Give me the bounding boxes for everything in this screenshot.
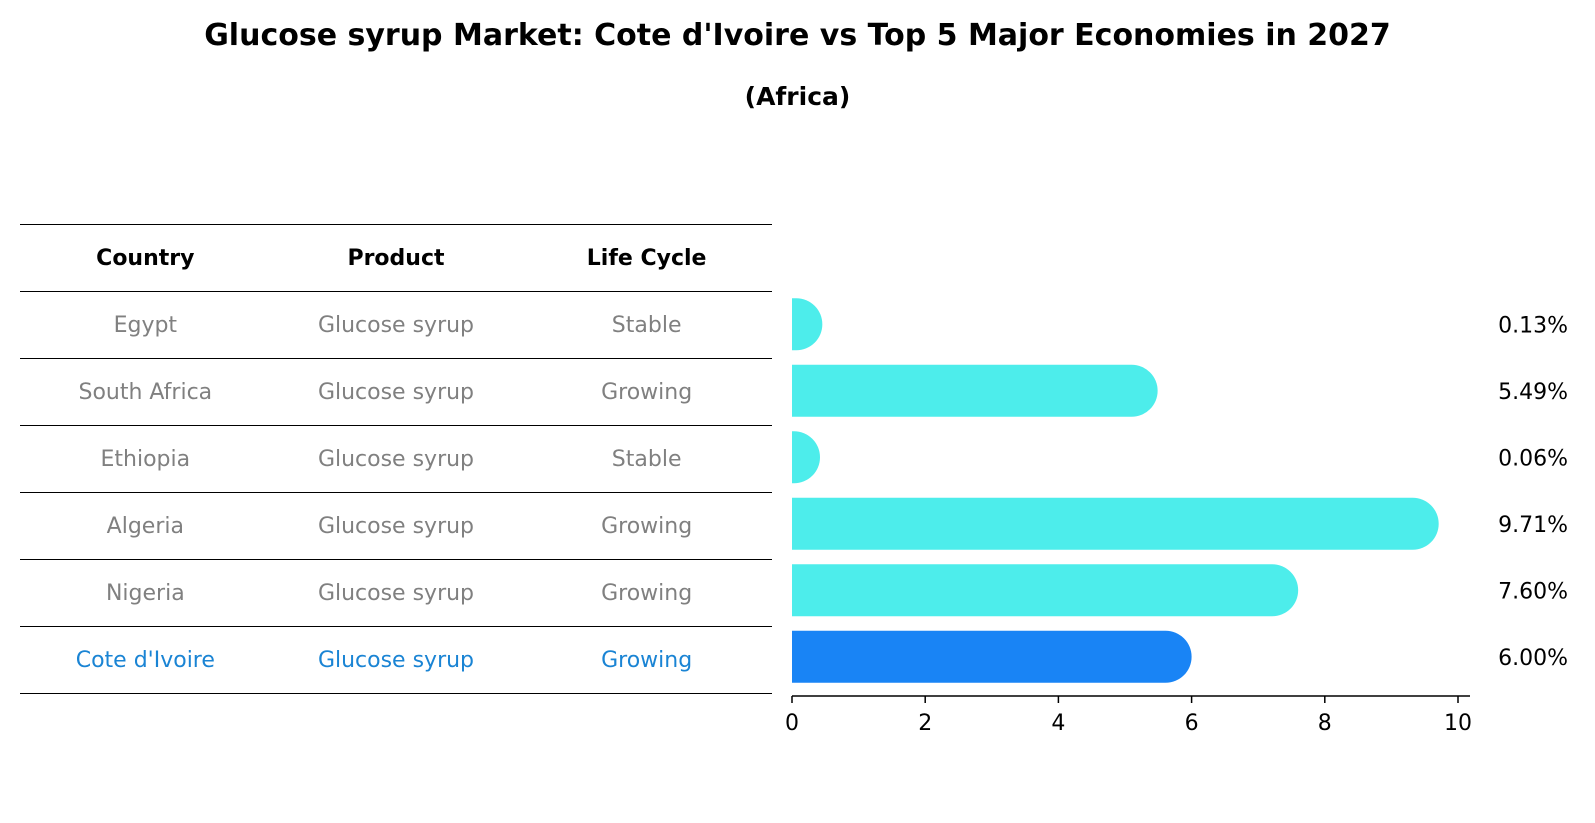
cell-product: Glucose syrup [317, 647, 475, 673]
table-row: Nigeria Glucose syrup Growing [20, 560, 772, 627]
cell-country: Algeria [106, 513, 184, 539]
cell-country: Ethiopia [100, 446, 191, 472]
bar-highlight [792, 630, 1192, 683]
table-row: Ethiopia Glucose syrup Stable [20, 426, 772, 493]
header-product: Product [347, 245, 445, 271]
header-country: Country [96, 245, 195, 271]
value-label: 5.49% [1498, 380, 1568, 405]
cell-country: South Africa [78, 379, 213, 405]
value-label: 7.60% [1498, 579, 1568, 604]
cell-life-cycle: Growing [601, 580, 693, 606]
chart-subtitle: (Africa) [744, 82, 851, 111]
cell-product: Glucose syrup [317, 446, 475, 472]
cell-country: Cote d'Ivoire [75, 647, 215, 673]
cell-life-cycle: Growing [601, 513, 693, 539]
chart-title: Glucose syrup Market: Cote d'Ivoire vs T… [204, 18, 1391, 53]
header-life-cycle: Life Cycle [586, 245, 707, 271]
cell-life-cycle: Stable [611, 312, 682, 338]
cell-life-cycle: Growing [601, 379, 693, 405]
bar [792, 298, 823, 351]
bar [792, 431, 820, 484]
bar [792, 497, 1439, 550]
cell-life-cycle: Growing [601, 647, 693, 673]
x-tick-label: 4 [1051, 711, 1065, 736]
x-tick-label: 8 [1318, 711, 1332, 736]
bar [792, 564, 1299, 617]
cell-product: Glucose syrup [317, 580, 475, 606]
table-header-row: Country Product Life Cycle [20, 224, 772, 292]
value-label: 9.71% [1498, 513, 1568, 538]
value-label: 0.13% [1498, 313, 1568, 338]
x-tick-label: 0 [785, 711, 799, 736]
data-table: Country Product Life Cycle Egypt Glucose… [20, 224, 772, 694]
cell-product: Glucose syrup [317, 312, 475, 338]
x-tick-label: 6 [1185, 711, 1199, 736]
cell-life-cycle: Stable [611, 446, 682, 472]
cell-country: Egypt [113, 312, 178, 338]
x-tick-label: 10 [1444, 711, 1472, 736]
bar [792, 364, 1158, 417]
table-row-highlighted: Cote d'Ivoire Glucose syrup Growing [20, 627, 772, 694]
cell-country: Nigeria [105, 580, 185, 606]
table-row: South Africa Glucose syrup Growing [20, 359, 772, 426]
x-tick-label: 2 [918, 711, 932, 736]
table-row: Egypt Glucose syrup Stable [20, 292, 772, 359]
value-label: 6.00% [1498, 646, 1568, 671]
cell-product: Glucose syrup [317, 379, 475, 405]
cell-product: Glucose syrup [317, 513, 475, 539]
value-label: 0.06% [1498, 446, 1568, 471]
table-row: Algeria Glucose syrup Growing [20, 493, 772, 560]
